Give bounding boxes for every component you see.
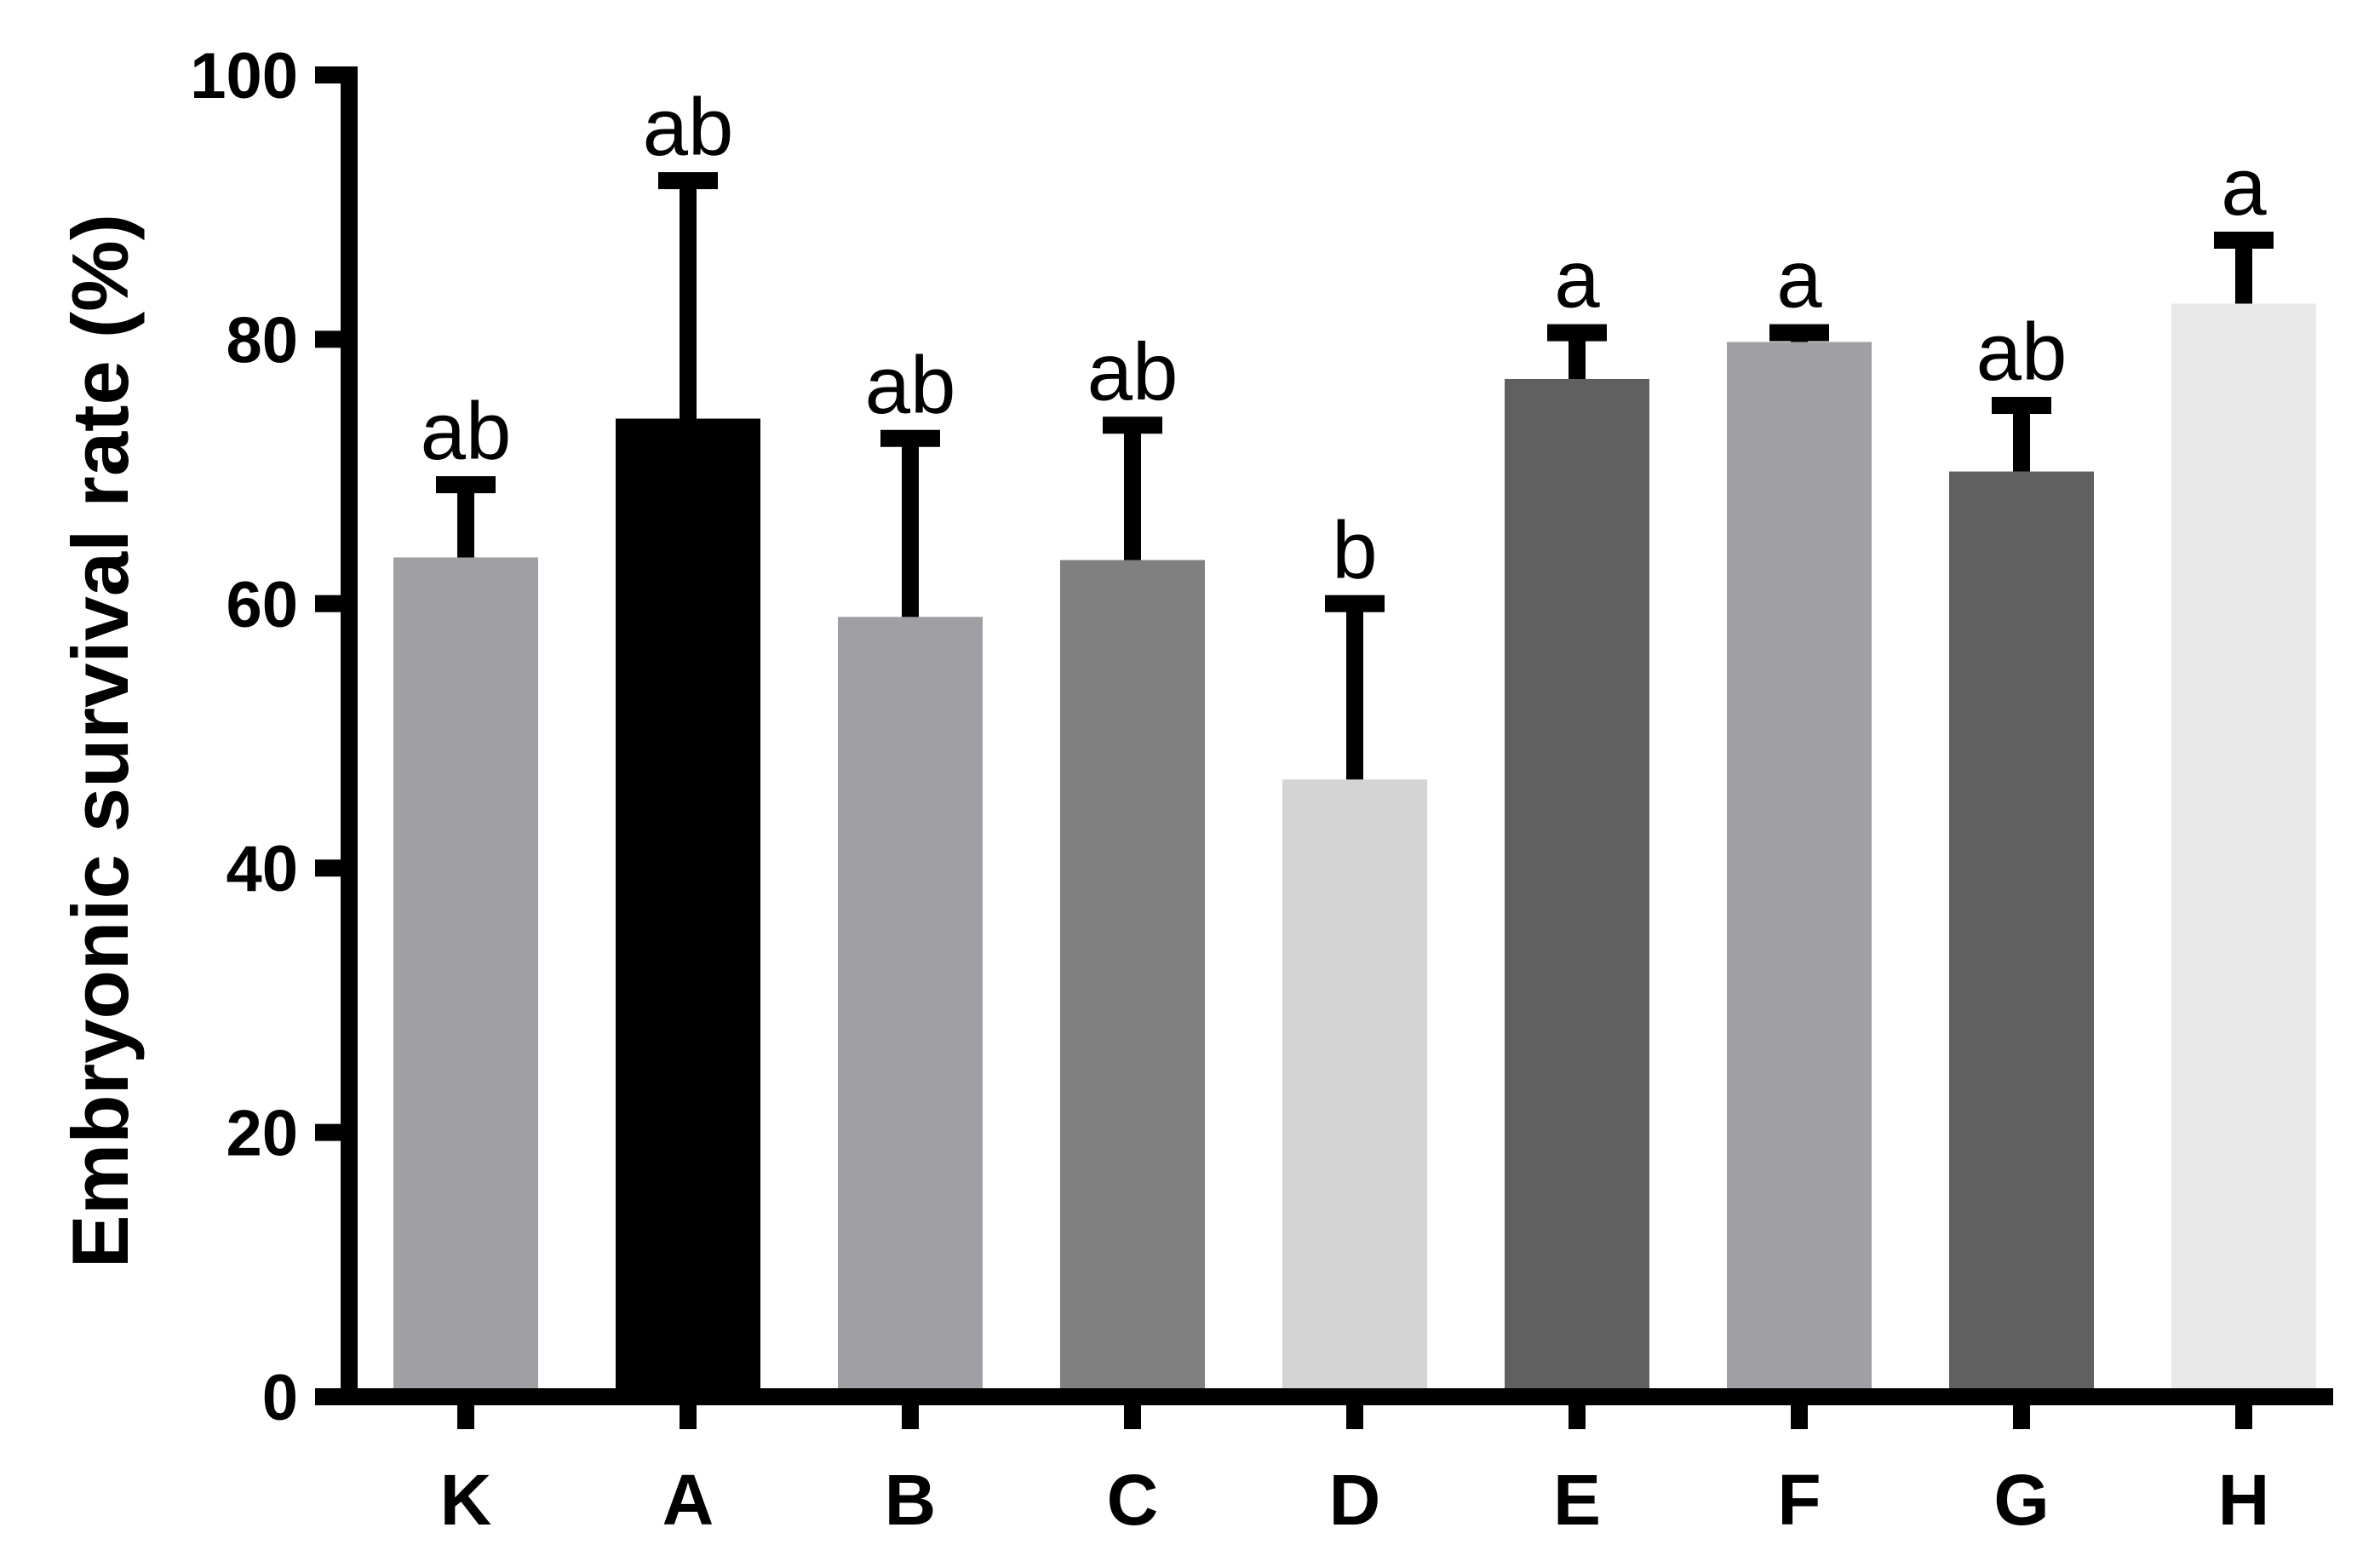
x-tick-label-F: F [1777,1460,1821,1540]
bar-E [1505,378,1649,1398]
y-tick-label-20: 20 [226,1098,298,1170]
significance-label-H: a [2221,141,2267,233]
error-bar-C [1103,416,1162,560]
y-tick-label-100: 100 [190,40,298,112]
x-tick-label-A: A [662,1460,714,1540]
bar-F [1727,342,1872,1397]
axes-layer: K A B C D E F G H 0 20 40 60 80 100 [190,40,2333,1540]
error-bar-E [1547,324,1607,379]
x-tick-label-C: C [1107,1460,1159,1540]
x-tick-label-D: D [1329,1460,1381,1540]
bar-C [1060,560,1205,1397]
significance-labels-layer: ab ab ab ab b a a ab a [421,82,2268,596]
significance-label-A: ab [643,82,734,173]
bar-K [393,557,538,1397]
error-bar-H [2214,232,2274,304]
y-tick-label-80: 80 [226,304,298,376]
x-tick-label-K: K [440,1460,492,1540]
y-axis-title: Embryonic survival rate (%) [55,214,145,1268]
y-tick-label-0: 0 [262,1362,298,1434]
x-tick-label-E: E [1553,1460,1601,1540]
y-tick-label-40: 40 [226,833,298,905]
y-tick-label-60: 60 [226,569,298,641]
significance-label-D: b [1332,505,1377,596]
x-tick-label-H: H [2218,1460,2270,1540]
bar-H [2171,303,2316,1398]
error-bars-layer [436,172,2274,780]
significance-label-C: ab [1087,326,1179,417]
x-tick-label-G: G [1993,1460,2049,1540]
significance-label-B: ab [865,340,956,431]
error-bar-K [436,476,496,558]
bar-B [838,617,983,1397]
significance-label-G: ab [1976,307,2067,398]
significance-label-F: a [1776,234,1822,325]
x-tick-label-B: B [885,1460,937,1540]
error-bar-D [1325,594,1385,780]
error-bar-B [880,429,940,617]
error-bar-G [1992,397,2051,472]
bars-layer [393,303,2316,1398]
bar-G [1949,471,2094,1397]
bar-A [616,418,760,1397]
significance-label-E: a [1554,234,1600,325]
bar-D [1282,779,1427,1397]
significance-label-K: ab [421,386,512,477]
error-bar-F [1769,324,1829,342]
error-bar-A [658,172,718,419]
